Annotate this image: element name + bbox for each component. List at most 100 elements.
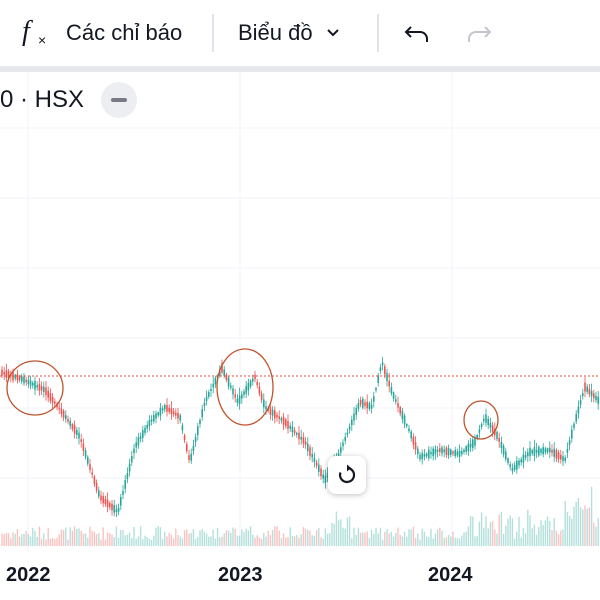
volume-bar [388,533,390,546]
volume-bar [586,508,588,546]
candle-body [588,388,591,395]
candle-body [408,428,410,432]
candle-body [320,468,322,477]
candle-body [296,432,298,435]
volume-bar [502,533,505,546]
candle-body [36,385,38,388]
x-axis-label: 2022 [6,564,51,586]
candle-body [498,437,500,442]
candle-body [155,413,157,419]
volume-bar [5,533,8,546]
candle-body [232,388,234,395]
annotation-circle[interactable] [463,400,499,440]
candle-body [362,398,364,408]
candle-body [533,447,536,456]
volume-bar [214,538,217,546]
redo-button[interactable] [466,12,494,54]
candle-body [223,369,225,376]
candle-body [507,458,509,464]
candle-body [535,449,538,453]
reset-chart-button[interactable] [328,456,366,494]
candle-body [546,448,549,453]
collapse-legend-button[interactable] [101,82,137,118]
candle-body [289,425,291,429]
candle-body [199,419,201,425]
volume-bar [247,530,250,546]
candle-body [91,472,93,475]
candle-body [212,383,214,388]
volume-bar [287,537,289,546]
candle-body [54,401,56,404]
undo-icon [404,26,428,42]
candle-body [78,432,80,439]
volume-bar [58,534,60,546]
candle-body [423,454,426,457]
volume-bar [139,526,142,546]
annotation-circle[interactable] [216,348,274,426]
volume-bar [384,531,386,546]
candle-body [181,425,184,431]
candle-body [164,404,166,410]
candle-body [454,449,456,457]
volume-bar [434,533,437,546]
indicators-button[interactable]: f × Các chỉ báo [22,12,182,54]
candle-body [463,449,465,453]
candle-body [234,394,236,398]
candle-body [227,377,230,387]
candle-body [208,392,210,397]
volume-bar [331,522,333,546]
candle-body [144,427,146,433]
candle-body [29,380,32,386]
candle-body [106,499,109,507]
volume-bar [313,535,316,546]
candle-body [560,454,562,460]
volume-bar [375,527,377,546]
volume-bar [593,522,595,546]
volume-bar [280,538,283,546]
candle-body [135,442,137,448]
price-chart[interactable] [0,72,600,562]
volume-bar [271,529,274,546]
volume-bar [289,527,291,546]
candle-body [60,408,63,414]
volume-bar [575,501,577,546]
volume-bar [87,537,89,546]
candle-body [551,449,553,453]
volume-bar [379,527,382,546]
volume-bar [507,518,509,546]
candle-body [183,435,186,441]
volume-bar [421,528,423,546]
candle-body [562,456,564,462]
volume-bar [181,538,184,546]
volume-bar [14,533,16,546]
volume-bar [282,533,285,546]
candle-body [518,460,520,466]
volume-bar [252,534,254,546]
volume-bar [245,528,247,546]
candle-body [500,442,503,449]
volume-bar [51,537,54,546]
candle-body [298,432,300,440]
volume-bar [430,528,432,546]
candle-body [597,396,599,404]
annotation-circle[interactable] [6,360,64,416]
candle-body [192,445,195,451]
volume-bar [216,527,219,546]
candle-body [419,454,421,460]
chart-type-dropdown[interactable]: Biểu đồ [238,12,341,54]
volume-bar [529,515,531,546]
candle-body [553,448,555,457]
volume-bar [304,528,307,546]
volume-bar [212,529,214,546]
candle-body [23,376,25,384]
candle-body [399,406,401,414]
volume-bar [557,534,560,546]
candle-body [177,412,179,419]
volume-bar [513,538,516,546]
volume-bar [348,516,351,546]
undo-button[interactable] [402,12,430,54]
volume-bar [307,529,309,546]
candle-body [274,410,276,419]
candle-body [153,415,155,422]
volume-bar [483,527,485,546]
